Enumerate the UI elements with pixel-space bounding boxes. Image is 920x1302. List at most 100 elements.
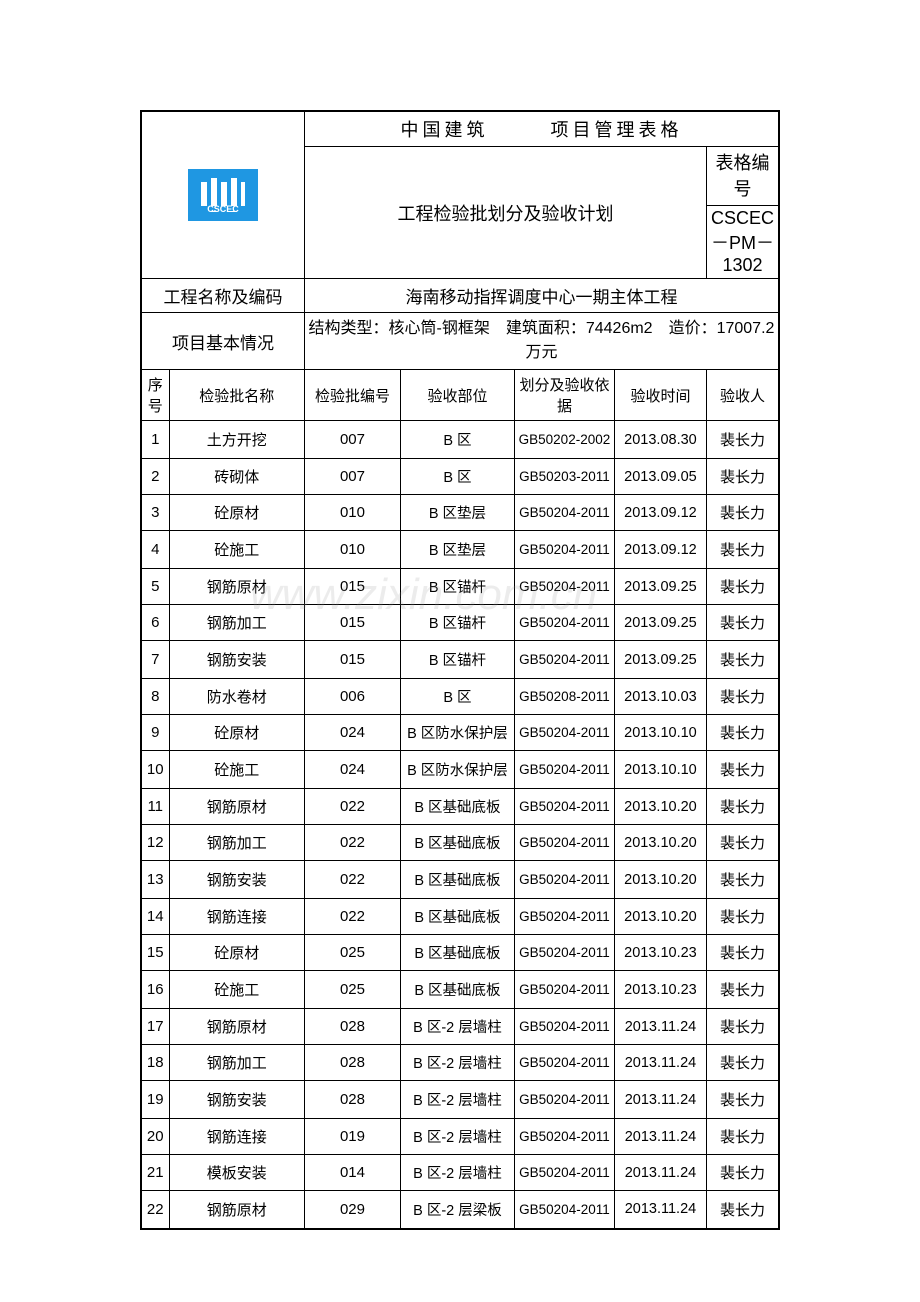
cell-name: 钢筋连接 bbox=[169, 899, 304, 935]
header-title-right: 项目管理表格 bbox=[550, 120, 682, 140]
col-time: 验收时间 bbox=[614, 370, 706, 421]
cell-basis: GB50204-2011 bbox=[514, 1191, 614, 1229]
cell-time: 2013.10.10 bbox=[614, 715, 706, 751]
cell-name: 钢筋安装 bbox=[169, 861, 304, 899]
table-row: 3砼原材010B 区垫层GB50204-20112013.09.12裴长力 bbox=[141, 495, 779, 531]
cell-basis: GB50204-2011 bbox=[514, 899, 614, 935]
cell-basis: GB50204-2011 bbox=[514, 495, 614, 531]
logo-icon: CSCEC bbox=[188, 169, 258, 221]
cell-code: 029 bbox=[304, 1191, 400, 1229]
cell-basis: GB50204-2011 bbox=[514, 861, 614, 899]
table-row: 6钢筋加工015B 区锚杆GB50204-20112013.09.25裴长力 bbox=[141, 605, 779, 641]
table-row: 13钢筋安装022B 区基础底板GB50204-20112013.10.20裴长… bbox=[141, 861, 779, 899]
cell-part: B 区-2 层墙柱 bbox=[400, 1119, 514, 1155]
cell-seq: 13 bbox=[141, 861, 169, 899]
cell-time: 2013.11.24 bbox=[614, 1081, 706, 1119]
cell-code: 007 bbox=[304, 459, 400, 495]
cell-basis: GB50204-2011 bbox=[514, 1155, 614, 1191]
cell-name: 钢筋原材 bbox=[169, 569, 304, 605]
cell-person: 裴长力 bbox=[706, 459, 779, 495]
cell-code: 022 bbox=[304, 861, 400, 899]
table-row: 12钢筋加工022B 区基础底板GB50204-20112013.10.20裴长… bbox=[141, 825, 779, 861]
cell-basis: GB50204-2011 bbox=[514, 1081, 614, 1119]
header-title-cell: 中国建筑 项目管理表格 bbox=[304, 111, 779, 147]
cell-seq: 5 bbox=[141, 569, 169, 605]
cell-part: B 区基础底板 bbox=[400, 825, 514, 861]
cell-basis: GB50204-2011 bbox=[514, 971, 614, 1009]
cell-name: 砼施工 bbox=[169, 971, 304, 1009]
cell-time: 2013.09.05 bbox=[614, 459, 706, 495]
table-row: 19钢筋安装028B 区-2 层墙柱GB50204-20112013.11.24… bbox=[141, 1081, 779, 1119]
cell-time: 2013.09.12 bbox=[614, 495, 706, 531]
cell-basis: GB50204-2011 bbox=[514, 1119, 614, 1155]
cell-person: 裴长力 bbox=[706, 1191, 779, 1229]
cell-time: 2013.11.24 bbox=[614, 1119, 706, 1155]
cell-basis: GB50204-2011 bbox=[514, 935, 614, 971]
cell-code: 024 bbox=[304, 715, 400, 751]
cell-name: 砼原材 bbox=[169, 715, 304, 751]
cell-part: B 区基础底板 bbox=[400, 899, 514, 935]
table-row: 9砼原材024B 区防水保护层GB50204-20112013.10.10裴长力 bbox=[141, 715, 779, 751]
cell-basis: GB50204-2011 bbox=[514, 751, 614, 789]
cell-basis: GB50208-2011 bbox=[514, 679, 614, 715]
cell-seq: 19 bbox=[141, 1081, 169, 1119]
cell-part: B 区-2 层墙柱 bbox=[400, 1155, 514, 1191]
cell-name: 土方开挖 bbox=[169, 421, 304, 459]
cell-person: 裴长力 bbox=[706, 971, 779, 1009]
logo-cell: CSCEC bbox=[141, 111, 304, 279]
cell-basis: GB50204-2011 bbox=[514, 531, 614, 569]
cell-part: B 区-2 层墙柱 bbox=[400, 1045, 514, 1081]
cell-part: B 区基础底板 bbox=[400, 971, 514, 1009]
cell-seq: 22 bbox=[141, 1191, 169, 1229]
cell-code: 006 bbox=[304, 679, 400, 715]
cell-part: B 区基础底板 bbox=[400, 935, 514, 971]
col-code: 检验批编号 bbox=[304, 370, 400, 421]
col-basis: 划分及验收依据 bbox=[514, 370, 614, 421]
cell-part: B 区 bbox=[400, 421, 514, 459]
cell-code: 015 bbox=[304, 641, 400, 679]
cell-person: 裴长力 bbox=[706, 531, 779, 569]
cell-part: B 区 bbox=[400, 459, 514, 495]
cell-person: 裴长力 bbox=[706, 1081, 779, 1119]
cell-part: B 区 bbox=[400, 679, 514, 715]
cell-part: B 区垫层 bbox=[400, 495, 514, 531]
basic-info-value: 结构类型：核心筒-钢框架 建筑面积：74426m2 造价：17007.2 万元 bbox=[304, 313, 779, 370]
cell-time: 2013.09.25 bbox=[614, 641, 706, 679]
cell-time: 2013.10.23 bbox=[614, 971, 706, 1009]
cell-part: B 区基础底板 bbox=[400, 789, 514, 825]
cell-seq: 1 bbox=[141, 421, 169, 459]
cell-name: 砼原材 bbox=[169, 935, 304, 971]
cell-code: 025 bbox=[304, 971, 400, 1009]
cell-seq: 20 bbox=[141, 1119, 169, 1155]
cell-name: 砼施工 bbox=[169, 751, 304, 789]
cell-person: 裴长力 bbox=[706, 1045, 779, 1081]
cell-seq: 6 bbox=[141, 605, 169, 641]
cell-name: 钢筋加工 bbox=[169, 825, 304, 861]
table-row: 7钢筋安装015B 区锚杆GB50204-20112013.09.25裴长力 bbox=[141, 641, 779, 679]
cell-code: 022 bbox=[304, 825, 400, 861]
cell-part: B 区-2 层梁板 bbox=[400, 1191, 514, 1229]
cell-person: 裴长力 bbox=[706, 825, 779, 861]
cell-name: 砖砌体 bbox=[169, 459, 304, 495]
cell-code: 022 bbox=[304, 899, 400, 935]
cell-basis: GB50204-2011 bbox=[514, 569, 614, 605]
cell-person: 裴长力 bbox=[706, 421, 779, 459]
cell-part: B 区锚杆 bbox=[400, 605, 514, 641]
cell-part: B 区锚杆 bbox=[400, 569, 514, 605]
cell-person: 裴长力 bbox=[706, 899, 779, 935]
table-row: 16砼施工025B 区基础底板GB50204-20112013.10.23裴长力 bbox=[141, 971, 779, 1009]
project-name-value: 海南移动指挥调度中心一期主体工程 bbox=[304, 279, 779, 313]
cell-code: 010 bbox=[304, 495, 400, 531]
cell-code: 028 bbox=[304, 1009, 400, 1045]
cell-code: 015 bbox=[304, 605, 400, 641]
cell-person: 裴长力 bbox=[706, 679, 779, 715]
cell-name: 钢筋原材 bbox=[169, 789, 304, 825]
basic-info-label: 项目基本情况 bbox=[141, 313, 304, 370]
cell-time: 2013.10.23 bbox=[614, 935, 706, 971]
cell-seq: 3 bbox=[141, 495, 169, 531]
cell-code: 028 bbox=[304, 1045, 400, 1081]
cell-seq: 7 bbox=[141, 641, 169, 679]
cell-code: 024 bbox=[304, 751, 400, 789]
cell-person: 裴长力 bbox=[706, 935, 779, 971]
col-part: 验收部位 bbox=[400, 370, 514, 421]
